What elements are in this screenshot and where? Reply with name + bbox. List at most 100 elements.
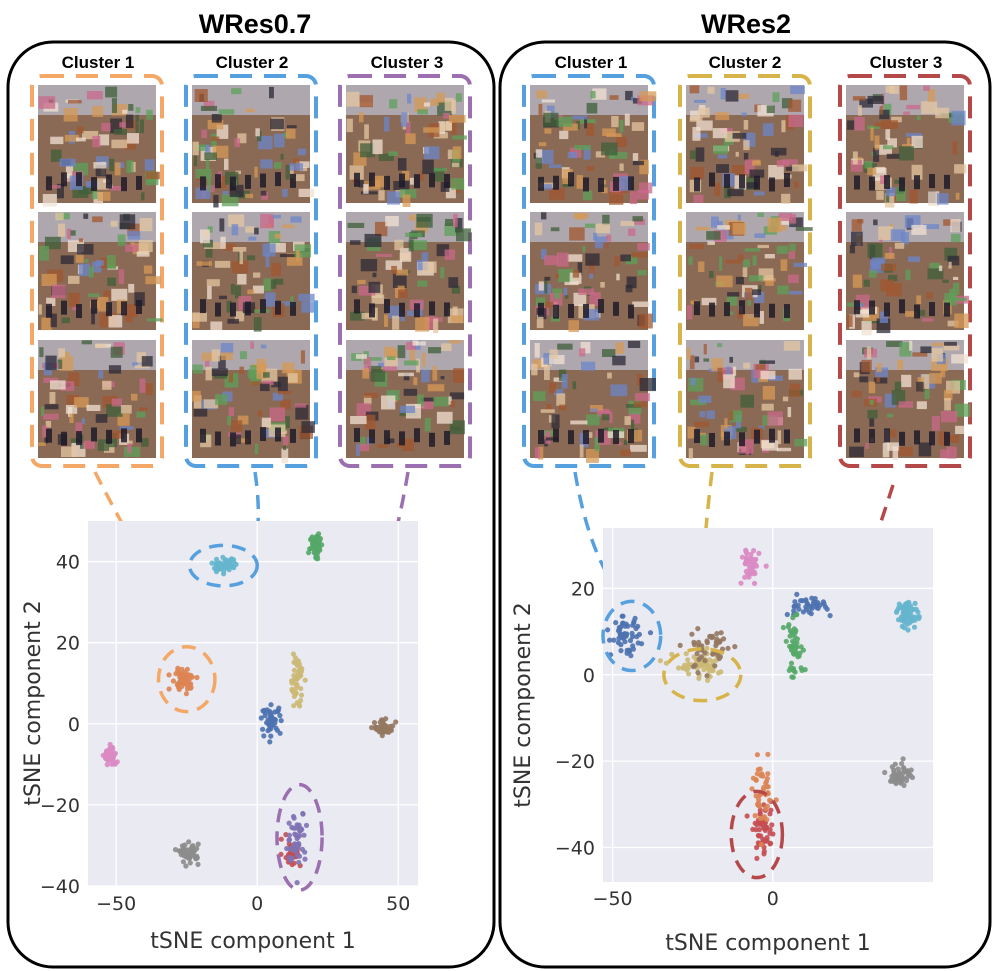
scatter-point [310, 540, 316, 547]
left-cluster-3-label: Cluster 3 [371, 53, 444, 72]
scatter-point [738, 580, 744, 586]
scatter-point [291, 703, 297, 709]
cluster-highlight-ellipse [601, 599, 663, 673]
scatter-point [226, 564, 232, 570]
scatter-point [898, 617, 905, 623]
synthesized-castle-image [346, 340, 465, 458]
scatter-point [800, 609, 807, 615]
scatter-point [704, 673, 710, 679]
scatter-point [371, 720, 378, 726]
scatter-point [166, 672, 172, 678]
scatter-point [767, 797, 773, 803]
scatter-point [749, 556, 756, 562]
scatter-point [393, 719, 399, 725]
scatter-point [313, 534, 319, 541]
scatter-point [893, 780, 899, 787]
synthesized-castle-image [38, 340, 156, 458]
scatter-point [297, 703, 303, 709]
cluster-frame [522, 74, 656, 468]
scatter-point [213, 566, 219, 572]
scatter-point [175, 681, 181, 687]
scatter-point [303, 822, 310, 829]
scatter-point [750, 564, 756, 571]
synthesized-castle-image [530, 340, 656, 463]
scatter-point [231, 565, 237, 571]
scatter-point [302, 677, 308, 683]
scatter-point [170, 678, 176, 684]
scatter-point [268, 702, 274, 708]
scatter-point [176, 848, 182, 854]
scatter-point [732, 644, 738, 650]
synthesized-castle-image [346, 85, 467, 207]
x-axis-label: tSNE component 1 [150, 929, 355, 954]
scatter-point [187, 860, 193, 866]
scatter-point [912, 614, 918, 620]
left-cluster-2-label: Cluster 2 [216, 53, 289, 72]
scatter-point [627, 637, 634, 644]
cluster-frame [678, 74, 812, 468]
x-tick-label: 0 [251, 893, 263, 915]
scatter-point [742, 561, 748, 567]
scatter-point [821, 601, 827, 607]
scatter-point [184, 676, 190, 682]
scatter-point [761, 848, 767, 855]
scatter-point [631, 618, 637, 625]
y-tick-label: 20 [571, 578, 595, 600]
scatter-point [752, 820, 758, 826]
scatter-point [805, 601, 811, 607]
x-tick-label: −50 [96, 893, 136, 915]
scatter-point [301, 832, 307, 838]
scatter-point [379, 733, 385, 739]
left-panel-title: WRes0.7 [199, 9, 312, 39]
scatter-point [760, 773, 766, 779]
scatter-point [790, 647, 796, 653]
cluster-highlight-ellipse [729, 789, 785, 880]
scatter-point [897, 773, 903, 779]
scatter-point [289, 678, 295, 684]
scatter-point [827, 613, 833, 619]
scatter-point [260, 726, 266, 732]
scatter-point [375, 724, 381, 730]
scatter-point [785, 624, 792, 630]
synthesized-castle-image [846, 85, 967, 208]
scatter-point [765, 784, 771, 790]
right-panel-title: WRes2 [701, 9, 791, 39]
scatter-point [616, 635, 622, 642]
scatter-point [647, 630, 654, 636]
synthesized-castle-image [530, 212, 653, 332]
scatter-point [298, 685, 304, 692]
scatter-point [274, 727, 280, 733]
scatter-point [756, 833, 762, 839]
synthesized-castle-image [686, 85, 808, 204]
scatter-point [296, 859, 302, 865]
scatter-point [669, 651, 675, 657]
right-cluster-3-label: Cluster 3 [870, 53, 943, 72]
scatter-point [613, 620, 619, 626]
synthesized-castle-image [530, 85, 657, 205]
synthesized-castle-image [192, 340, 315, 464]
synthesized-image-grid [38, 85, 971, 464]
right-cluster-1-label: Cluster 1 [555, 53, 628, 72]
scatter-point [685, 657, 691, 663]
scatter-point [222, 558, 228, 564]
scatter-point [388, 727, 394, 734]
scatter-point [784, 611, 790, 618]
scatter-point [291, 815, 297, 821]
scatter-point [188, 681, 194, 687]
scatter-point [691, 639, 697, 646]
scatter-point [695, 626, 701, 632]
scatter-point [763, 563, 769, 569]
scatter-point [695, 670, 701, 676]
scatter-point [764, 824, 770, 830]
plot-area [603, 528, 933, 882]
synthesized-castle-image [686, 212, 813, 330]
scatter-point [769, 822, 775, 828]
scatter-point [622, 639, 628, 645]
scatter-point [107, 749, 113, 755]
synthesized-castle-image [846, 340, 971, 460]
scatter-point [293, 659, 299, 666]
scatter-point [751, 580, 758, 587]
scatter-point [895, 766, 901, 772]
scatter-point [907, 618, 913, 625]
scatter-point [712, 663, 718, 669]
